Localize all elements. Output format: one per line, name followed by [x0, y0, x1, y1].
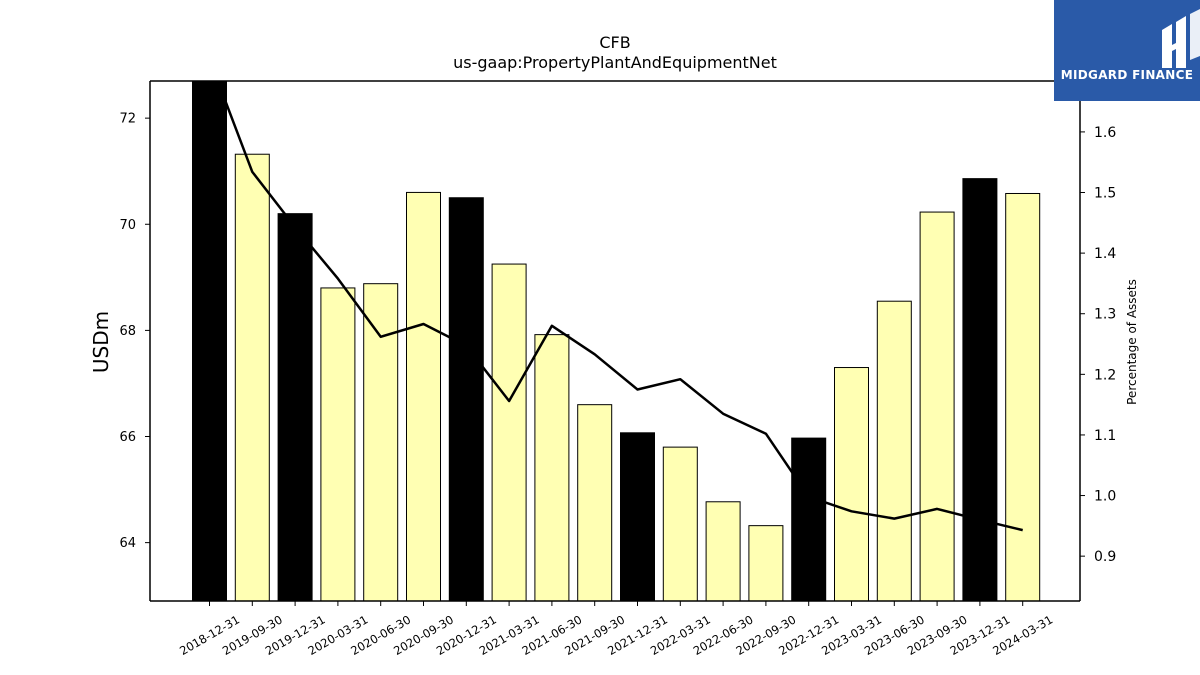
y-tick-label-right: 1.0 [1094, 489, 1116, 505]
bar-2022-12-31 [791, 437, 827, 602]
bar-2023-12-31 [962, 178, 998, 602]
y-tick-label-right: 1.3 [1094, 307, 1116, 323]
bar-2020-06-30 [363, 283, 399, 602]
y-tick-label-right: 0.9 [1094, 549, 1116, 565]
bar-2024-03-31 [1005, 192, 1041, 602]
y-tick-label-left: 64 [119, 536, 136, 551]
bar-2023-06-30 [876, 300, 912, 602]
y-tick-label-left: 66 [119, 430, 136, 445]
bar-2020-03-31 [320, 287, 356, 602]
bar-2020-09-30 [406, 191, 441, 602]
bar-2022-09-30 [748, 525, 784, 602]
logo-text: MIDGARD FINANCE [1060, 68, 1194, 82]
bar-2018-12-31 [192, 80, 227, 602]
bar-2020-12-31 [448, 197, 484, 602]
logo-icon [1162, 9, 1200, 68]
y-tick-label-left: 68 [119, 324, 136, 339]
bar-2023-09-30 [919, 211, 955, 602]
bar-2019-09-30 [234, 153, 270, 602]
bar-2023-03-31 [834, 367, 869, 602]
y-axis-label-left: USDm [89, 311, 113, 373]
chart-subtitle: us-gaap:PropertyPlantAndEquipmentNet [453, 53, 777, 72]
bar-2022-06-30 [705, 501, 741, 602]
y-tick-label-left: 72 [119, 112, 136, 127]
chart-title: CFB [599, 33, 630, 52]
y-tick-label-right: 1.1 [1094, 428, 1116, 444]
y-axis-label-right: Percentage of Assets [1125, 279, 1139, 405]
bar-2019-12-31 [277, 213, 313, 602]
midgard-finance-logo: MIDGARD FINANCE [1054, 0, 1200, 101]
bar-group [192, 80, 1041, 602]
y-tick-label-right: 1.6 [1094, 125, 1116, 141]
bar-2021-09-30 [577, 404, 613, 602]
percentage-of-assets-line [216, 81, 1023, 532]
bar-2021-03-31 [491, 263, 527, 602]
line-group [216, 81, 1023, 532]
bar-2022-03-31 [662, 446, 698, 602]
y-tick-label-right: 1.2 [1094, 367, 1116, 383]
bar-2021-12-31 [620, 432, 655, 602]
y-tick-label-right: 1.5 [1094, 186, 1116, 202]
y-tick-label-left: 70 [119, 218, 136, 233]
bar-2021-06-30 [534, 334, 570, 602]
y-tick-label-right: 1.4 [1094, 246, 1116, 262]
